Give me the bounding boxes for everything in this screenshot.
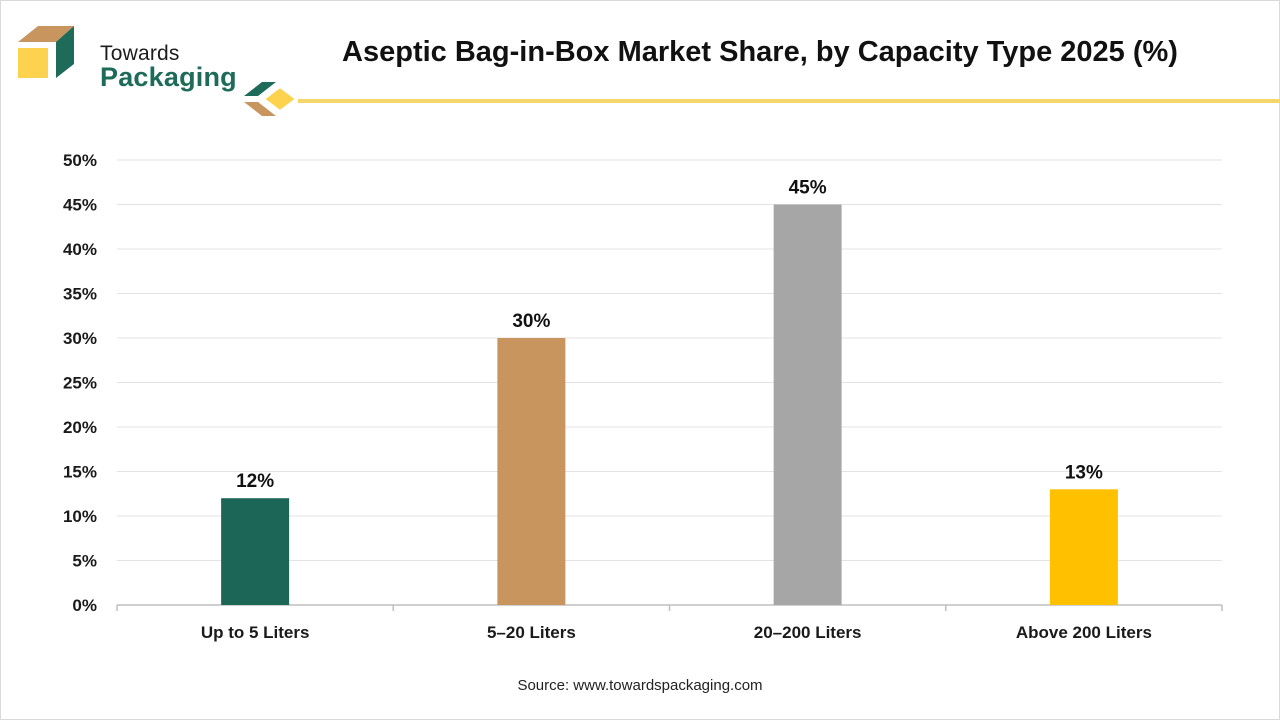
box-icon [18,26,74,78]
bar-1 [221,498,290,605]
data-label: 45% [789,178,827,199]
accent-diamond-shape [262,85,298,113]
x-category-label: 20–200 Liters [754,623,862,642]
x-category-label: Above 200 Liters [1016,623,1152,642]
logo-text-towards: Towards [100,42,180,65]
y-tick-label: 15% [63,463,97,482]
data-label: 12% [236,471,274,492]
x-category-label: 5–20 Liters [487,623,576,642]
bar-3 [773,204,842,605]
y-tick-label: 5% [72,552,97,571]
data-label: 30% [512,311,550,332]
bar-chart: 0% 5% 10% 15% 20% 25% 30% 35% 40% 45% 50% 12% Up to … [63,151,1223,642]
y-tick-label: 45% [63,196,97,215]
bar-4 [1049,489,1118,605]
y-tick-label: 30% [63,329,97,348]
logo-text-packaging: Packaging [100,62,237,92]
chart-title: Aseptic Bag-in-Box Market Share, by Capa… [342,36,1178,68]
y-tick-label: 50% [63,151,97,170]
bar-2 [497,338,566,605]
y-tick-label: 40% [63,240,97,259]
x-category-label: Up to 5 Liters [201,623,310,642]
y-tick-label: 0% [72,596,97,615]
accent-green-shape [244,82,276,96]
data-label: 13% [1065,462,1103,483]
source-note: Source: www.towardspackaging.com [517,677,763,694]
y-tick-label: 20% [63,418,97,437]
y-tick-label: 10% [63,507,97,526]
y-tick-label: 35% [63,285,97,304]
towards-packaging-logo: Towards Packaging [16,20,246,92]
accent-line [298,99,1280,103]
accent-tan-shape [244,102,276,116]
y-tick-label: 25% [63,374,97,393]
header-accent [244,82,1280,116]
